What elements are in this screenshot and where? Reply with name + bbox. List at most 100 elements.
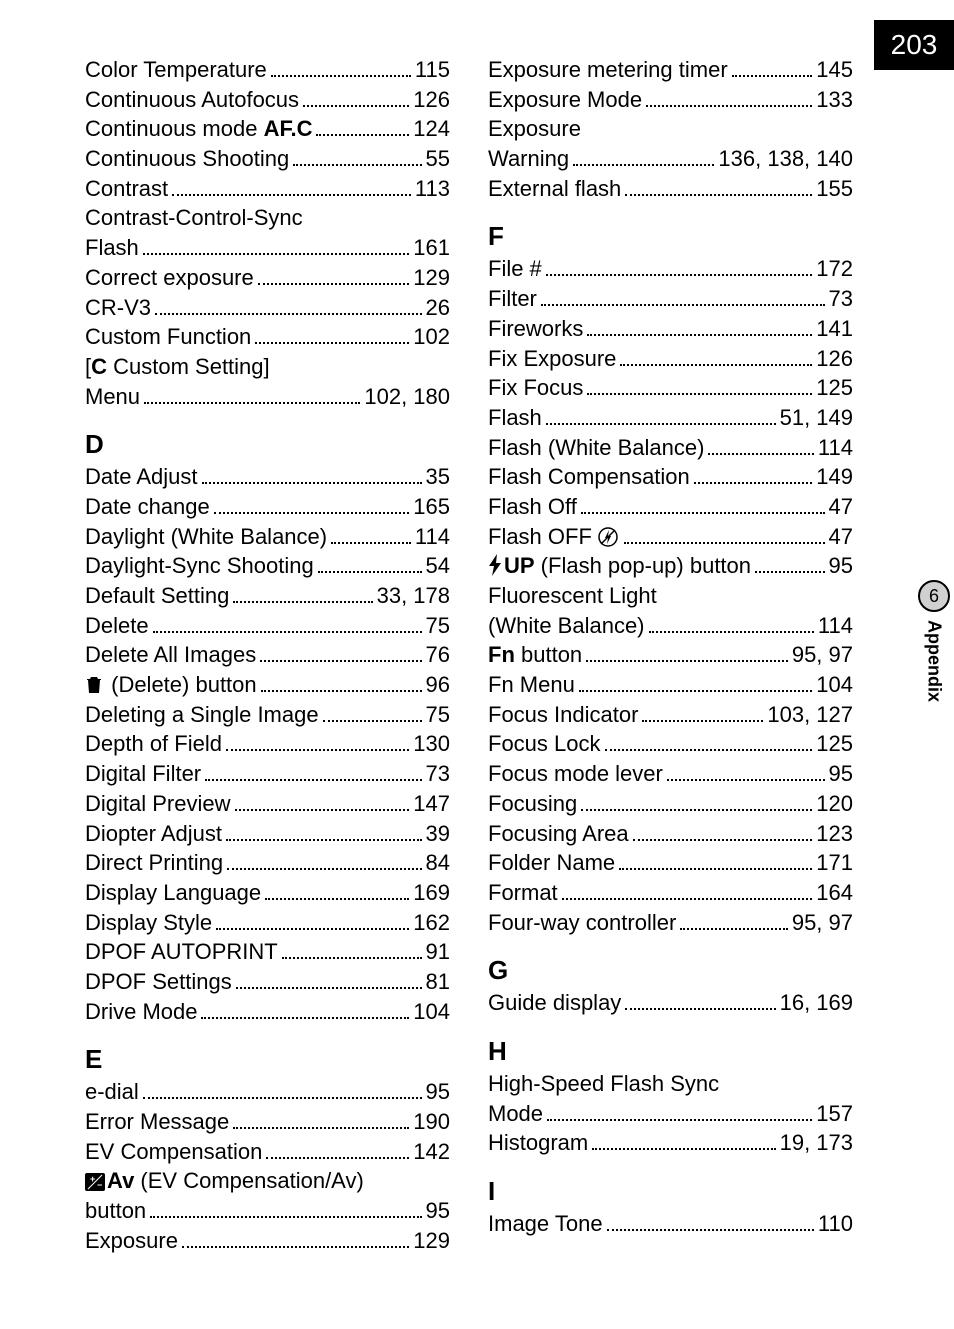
- leader-dots: [680, 914, 788, 929]
- leader-dots: [732, 62, 813, 77]
- leader-dots: [172, 181, 411, 196]
- index-entry: Exposure metering timer145: [488, 55, 853, 85]
- index-entry: Fireworks 141: [488, 314, 853, 344]
- entry-page: 33, 178: [377, 581, 450, 611]
- leader-dots: [260, 647, 421, 662]
- entry-page: 19, 173: [780, 1128, 853, 1158]
- entry-page: 81: [426, 967, 450, 997]
- leader-dots: [293, 151, 421, 166]
- leader-dots: [587, 321, 812, 336]
- entry-page: 95: [426, 1077, 450, 1107]
- leader-dots: [547, 1105, 812, 1120]
- entry-page: 95: [829, 759, 853, 789]
- index-entry: Daylight (White Balance)114: [85, 522, 450, 552]
- index-entry-line1: Contrast-Control-Sync: [85, 203, 450, 233]
- entry-label: Default Setting: [85, 581, 229, 611]
- entry-page: 55: [426, 144, 450, 174]
- index-entry: Delete All Images76: [85, 640, 450, 670]
- entry-page: 125: [816, 373, 853, 403]
- entry-page: 125: [816, 729, 853, 759]
- entry-label: Exposure metering timer: [488, 55, 728, 85]
- entry-page: 161: [413, 233, 450, 263]
- entry-page: 136, 138, 140: [718, 144, 853, 174]
- index-entry: DPOF Settings81: [85, 967, 450, 997]
- leader-dots: [649, 618, 814, 633]
- leader-dots: [153, 618, 422, 633]
- entry-label: Fn Menu: [488, 670, 575, 700]
- index-entry: Diopter Adjust39: [85, 819, 450, 849]
- trash-icon: [85, 675, 103, 695]
- index-heading: D: [85, 429, 450, 460]
- leader-dots: [282, 944, 422, 959]
- index-entry-line1: [C Custom Setting]: [85, 352, 450, 382]
- entry-label: Deleting a Single Image: [85, 700, 319, 730]
- index-entry-line1: Exposure: [488, 114, 853, 144]
- entry-page: 54: [426, 551, 450, 581]
- index-columns: Color Temperature115Continuous Autofocus…: [85, 55, 853, 1255]
- entry-label: Exposure Mode: [488, 85, 642, 115]
- entry-label: Continuous Autofocus: [85, 85, 299, 115]
- leader-dots: [182, 1233, 409, 1248]
- entry-label: Daylight-Sync Shooting: [85, 551, 314, 581]
- entry-page: 73: [829, 284, 853, 314]
- leader-dots: [667, 766, 825, 781]
- leader-dots: [592, 1135, 775, 1150]
- index-entry: Display Language169: [85, 878, 450, 908]
- index-entry: Fn Menu 104: [488, 670, 853, 700]
- entry-page: 26: [426, 293, 450, 323]
- index-entry: Flash Compensation149: [488, 462, 853, 492]
- entry-label: Warning: [488, 144, 569, 174]
- entry-label: Continuous Shooting: [85, 144, 289, 174]
- entry-label: Date change: [85, 492, 210, 522]
- entry-page: 47: [829, 492, 853, 522]
- index-entry: Filter73: [488, 284, 853, 314]
- entry-label: High-Speed Flash Sync: [488, 1069, 719, 1099]
- entry-page: 95: [426, 1196, 450, 1226]
- entry-label: Folder Name: [488, 848, 615, 878]
- entry-label: Error Message: [85, 1107, 229, 1137]
- entry-label: Direct Printing: [85, 848, 223, 878]
- entry-label: Continuous mode AF.C: [85, 114, 312, 144]
- index-entry: button95: [85, 1196, 450, 1226]
- bolt-icon: [488, 554, 502, 576]
- leader-dots: [619, 855, 812, 870]
- entry-label: Fix Focus: [488, 373, 583, 403]
- leader-dots: [144, 388, 360, 403]
- entry-page: 104: [816, 670, 853, 700]
- index-entry-line1: +−Av (EV Compensation/Av): [85, 1166, 450, 1196]
- entry-label: Menu: [85, 382, 140, 412]
- index-entry: (Delete) button96: [85, 670, 450, 700]
- leader-dots: [625, 181, 812, 196]
- entry-page: 51, 149: [780, 403, 853, 433]
- index-entry: Correct exposure129: [85, 263, 450, 293]
- index-entry: Histogram19, 173: [488, 1128, 853, 1158]
- index-entry: Flash51, 149: [488, 403, 853, 433]
- entry-page: 47: [829, 522, 853, 552]
- index-entry: Flash Off47: [488, 492, 853, 522]
- entry-label: Exposure: [85, 1226, 178, 1256]
- entry-label: Flash Compensation: [488, 462, 690, 492]
- index-entry: Focus Indicator103, 127: [488, 700, 853, 730]
- entry-page: 126: [413, 85, 450, 115]
- index-entry: Drive Mode104: [85, 997, 450, 1027]
- index-entry: Folder Name171: [488, 848, 853, 878]
- entry-page: 141: [816, 314, 853, 344]
- entry-page: 155: [816, 174, 853, 204]
- entry-label: Image Tone: [488, 1209, 603, 1239]
- section-tab: 6 Appendix: [914, 580, 954, 790]
- index-entry: Custom Function102: [85, 322, 450, 352]
- index-entry: Exposure Mode133: [488, 85, 853, 115]
- leader-dots: [581, 796, 812, 811]
- entry-label: Format: [488, 878, 558, 908]
- leader-dots: [581, 499, 825, 514]
- index-entry: Fix Focus 125: [488, 373, 853, 403]
- leader-dots: [233, 588, 372, 603]
- entry-page: 75: [426, 700, 450, 730]
- leader-dots: [227, 855, 421, 870]
- flash-off-icon: [598, 527, 618, 547]
- entry-page: 16, 169: [780, 988, 853, 1018]
- leader-dots: [226, 736, 409, 751]
- leader-dots: [233, 1114, 409, 1129]
- entry-label: Fireworks: [488, 314, 583, 344]
- entry-label: Fix Exposure: [488, 344, 616, 374]
